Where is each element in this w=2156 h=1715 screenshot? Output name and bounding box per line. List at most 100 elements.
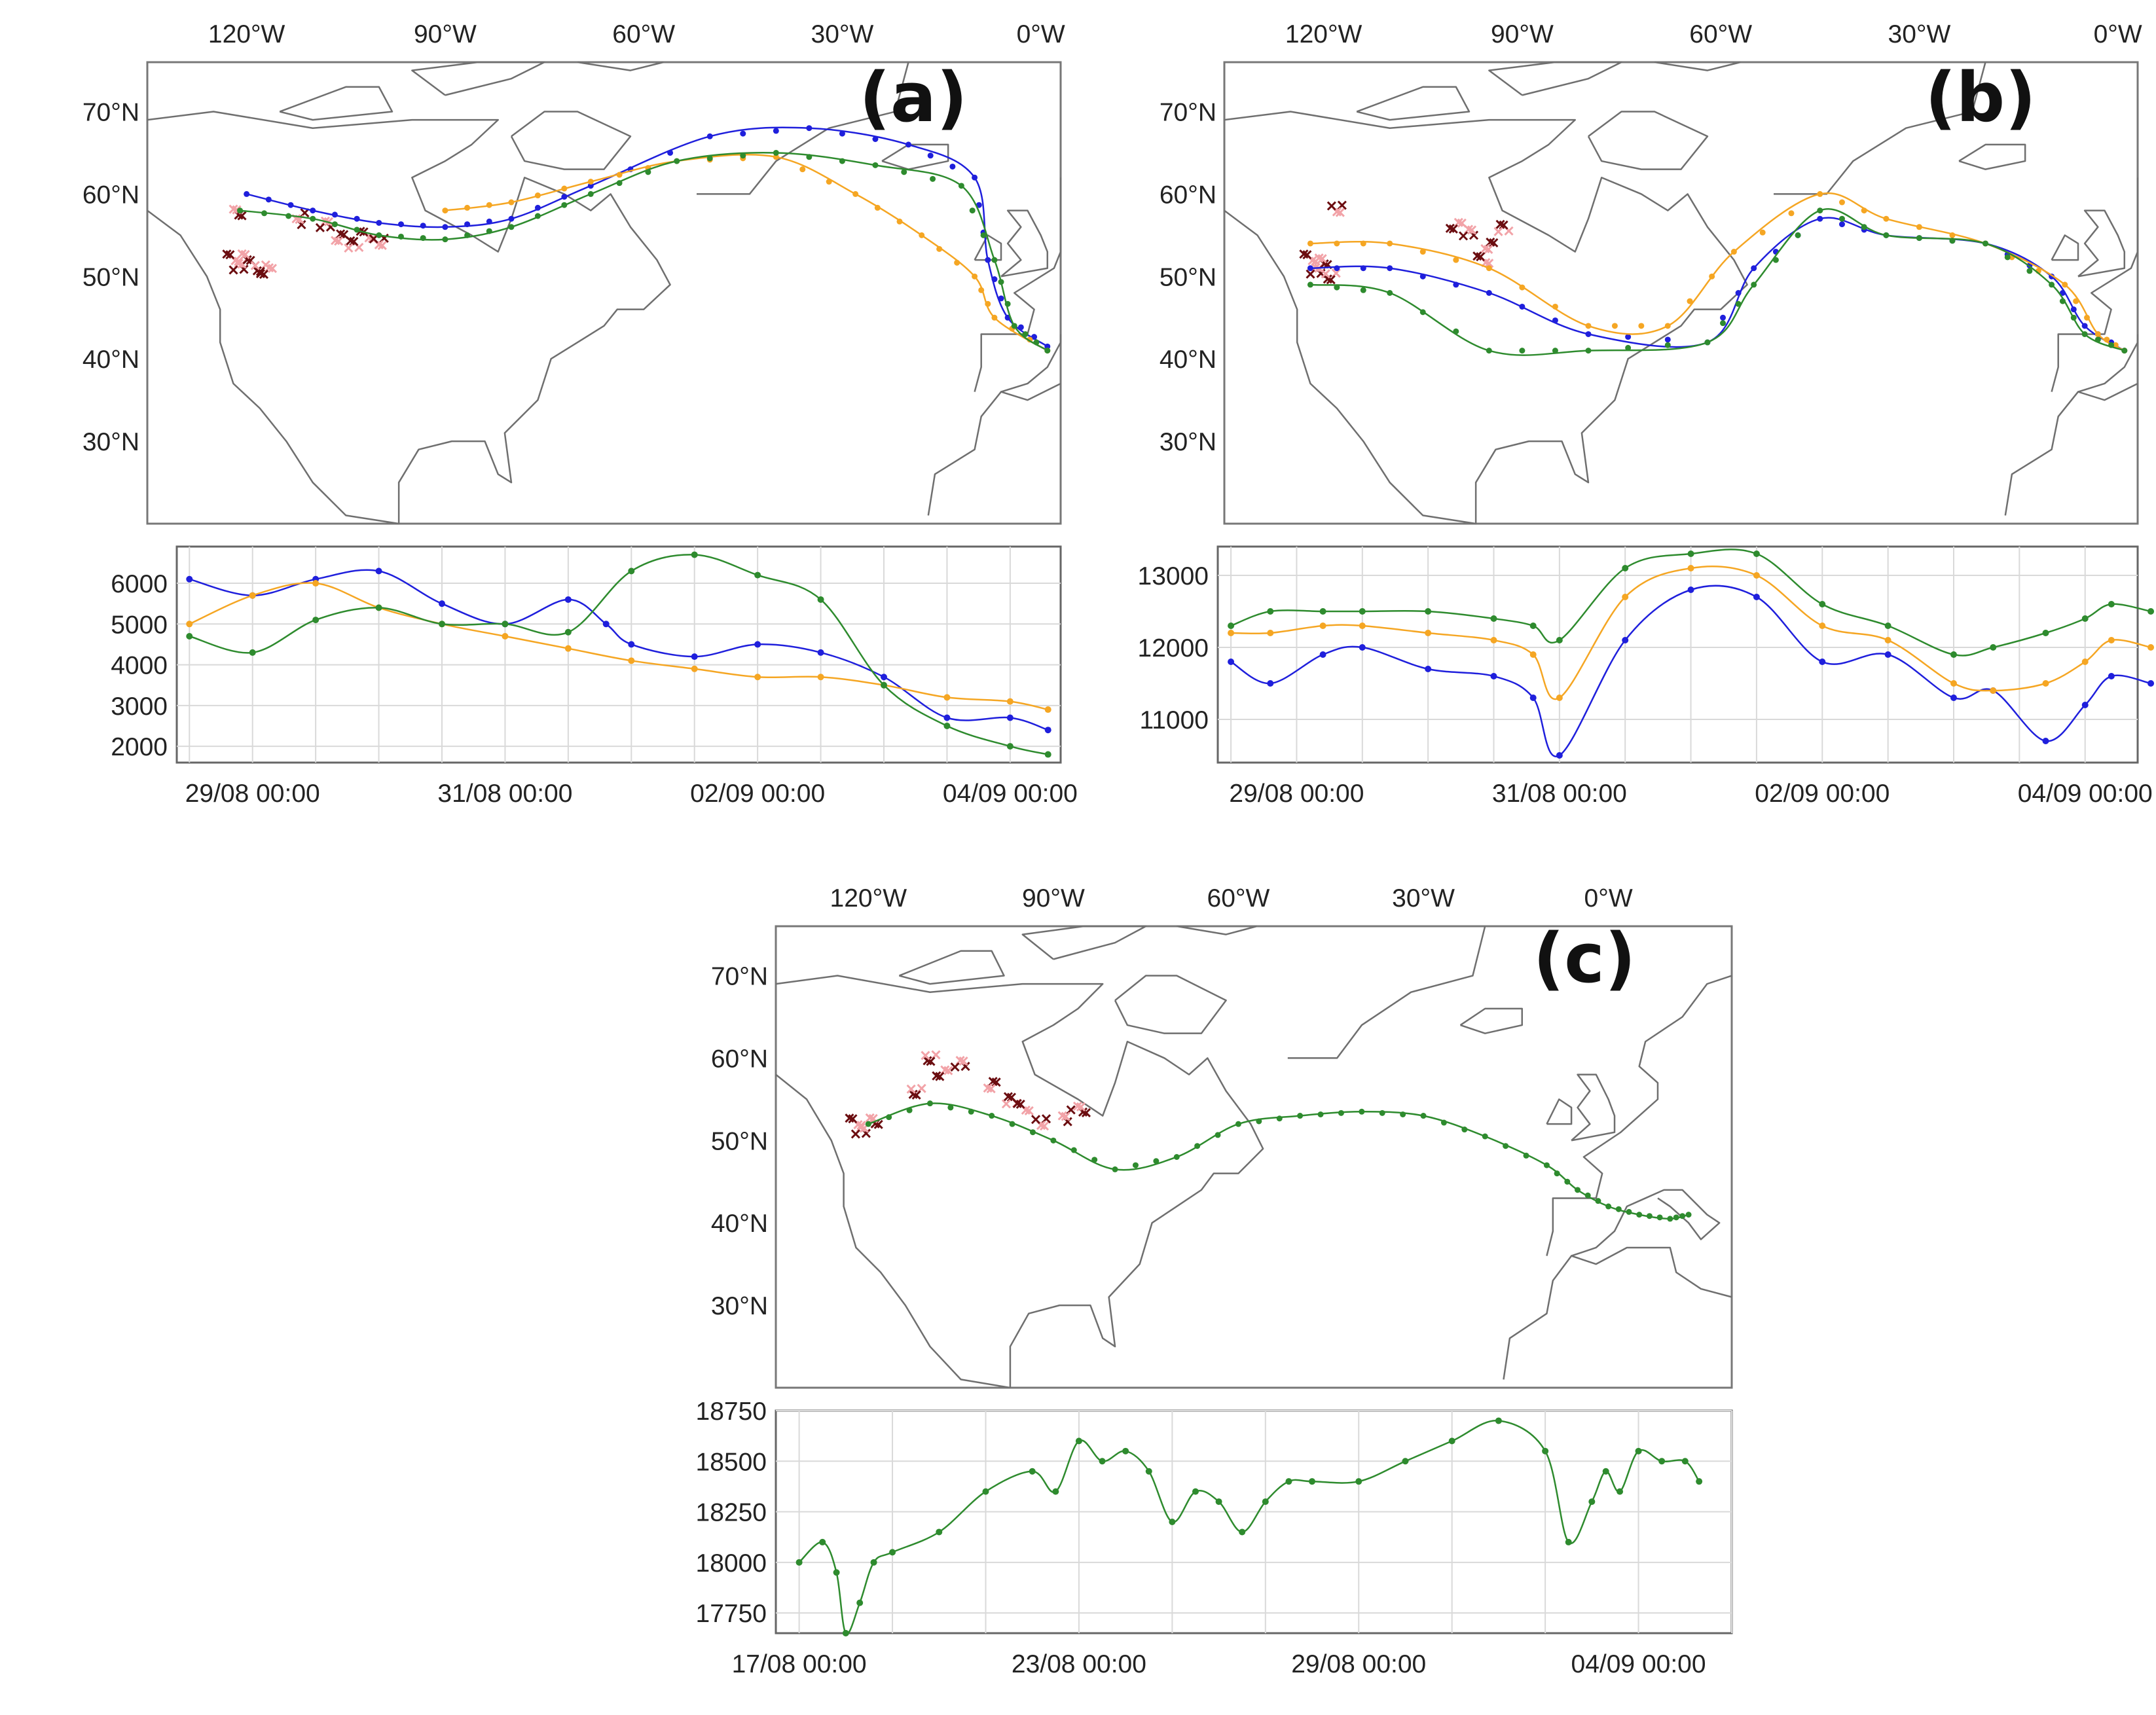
trajectory-point-green	[958, 183, 964, 189]
trajectory-point-orange	[1709, 273, 1715, 280]
lat-tick-label: 70°N	[82, 99, 139, 127]
trajectory-point-green	[930, 175, 936, 182]
trajectory-point-blue	[310, 208, 316, 214]
trajectory-point-orange	[2104, 336, 2110, 343]
trajectory-point-green	[2059, 298, 2066, 304]
altitude-point-blue	[2081, 702, 2089, 708]
trajectory-point-green	[906, 1107, 913, 1113]
trajectory-point-orange	[534, 192, 541, 199]
altitude-point-green	[1215, 1498, 1222, 1506]
lat-tick-label: 40°N	[82, 346, 139, 374]
trajectory-point-blue	[872, 136, 879, 142]
trajectory-point-blue	[1720, 314, 1727, 321]
fire-marker	[377, 240, 387, 251]
panel-label: (c)	[1533, 918, 1636, 998]
fire-marker	[1321, 269, 1330, 279]
trajectory-point-orange	[1360, 240, 1366, 247]
trajectory-point-green	[1360, 287, 1366, 293]
fire-marker	[1001, 1099, 1012, 1109]
trajectory-point-green	[998, 279, 1004, 285]
trajectory-point-green	[2004, 254, 2011, 261]
fire-marker	[1061, 1111, 1070, 1121]
altitude-point-green	[1950, 651, 1957, 658]
trajectory-point-green	[1552, 348, 1558, 354]
altitude-point-orange	[1884, 637, 1891, 643]
altitude-series-green	[798, 1420, 1700, 1635]
trajectory-point-green	[1519, 348, 1526, 354]
lon-tick-label: 120°W	[1285, 20, 1362, 48]
coastline	[2077, 334, 2139, 393]
trajectory-point-orange	[1883, 215, 1890, 222]
altitude-point-green	[1495, 1417, 1502, 1424]
trajectory-point-blue	[1519, 303, 1526, 310]
altitude-point-orange	[817, 674, 824, 681]
trajectory-point-green	[926, 1100, 933, 1107]
lon-tick-label: 120°W	[830, 884, 907, 912]
coastline	[1546, 1098, 1573, 1125]
trajectory-point-green	[1153, 1158, 1160, 1164]
trajectory-point-green	[1050, 1137, 1057, 1144]
trajectory-point-green	[1482, 1133, 1488, 1140]
trajectory-point-orange	[1486, 265, 1492, 272]
trajectory-point-orange	[1788, 210, 1795, 217]
trajectory-point-blue	[740, 130, 746, 137]
y-tick-label: 18000	[696, 1549, 767, 1578]
trajectory-point-orange	[1687, 298, 1693, 304]
lon-tick-label: 0°W	[1017, 20, 1065, 48]
trajectory-orange	[1310, 192, 2125, 352]
trajectory-point-green	[989, 1113, 995, 1119]
altitude-series-orange	[1231, 565, 2151, 700]
coastline	[697, 62, 909, 195]
altitude-point-orange	[1687, 565, 1694, 571]
trajectory-point-blue	[244, 190, 250, 197]
altitude-point-blue	[1687, 587, 1694, 593]
altitude-point-orange	[2081, 659, 2089, 665]
trajectory-point-green	[839, 158, 845, 164]
x-tick-label: 31/08 00:00	[437, 780, 572, 808]
altitude-point-green	[502, 621, 509, 628]
coastline	[1177, 925, 1258, 935]
lon-tick-label: 0°W	[2094, 20, 2142, 48]
lon-tick-label: 60°W	[1207, 884, 1270, 912]
altitude-point-green	[1622, 565, 1629, 571]
trajectory-point-green	[865, 1121, 871, 1127]
trajectory-point-green	[1173, 1154, 1180, 1160]
altitude-point-green	[817, 596, 824, 603]
altitude-point-green	[2108, 601, 2115, 607]
trajectory-point-green	[872, 162, 879, 168]
trajectory-point-orange	[1307, 240, 1313, 247]
y-tick-label: 11000	[1139, 706, 1209, 734]
fire-marker	[1076, 1102, 1086, 1112]
y-tick-label: 18750	[696, 1398, 767, 1426]
coastline	[279, 86, 393, 121]
altitude-series-blue	[189, 569, 1049, 731]
trajectory-point-orange	[826, 179, 832, 185]
altitude-point-orange	[691, 665, 698, 672]
trajectory-point-green	[1215, 1132, 1221, 1138]
altitude-point-green	[982, 1488, 989, 1495]
trajectory-point-blue	[972, 174, 978, 181]
altitude-point-orange	[1490, 637, 1497, 643]
altitude-point-green	[1448, 1437, 1455, 1445]
altitude-point-orange	[628, 657, 635, 664]
y-tick-label: 4000	[111, 652, 168, 680]
altitude-frame	[1216, 545, 2139, 764]
altitude-point-green	[1355, 1478, 1362, 1485]
altitude-point-blue	[1950, 695, 1957, 701]
fire-marker	[1467, 225, 1477, 235]
altitude-point-blue	[2042, 738, 2049, 744]
trajectory-point-blue	[265, 196, 272, 203]
trajectory-point-orange	[972, 273, 978, 280]
trajectory-point-green	[991, 257, 998, 263]
fire-marker	[848, 1114, 858, 1124]
trajectory-point-green	[237, 208, 244, 214]
trajectory-point-blue	[420, 223, 426, 229]
altitude-point-orange	[1753, 572, 1760, 579]
lat-tick-label: 70°N	[1160, 99, 1216, 127]
altitude-point-green	[1884, 623, 1891, 629]
trajectory-point-green	[1795, 232, 1801, 238]
altitude-point-green	[889, 1549, 896, 1556]
coastlines	[147, 61, 1062, 525]
altitude-point-orange	[312, 580, 320, 587]
altitude-point-orange	[2147, 644, 2155, 651]
